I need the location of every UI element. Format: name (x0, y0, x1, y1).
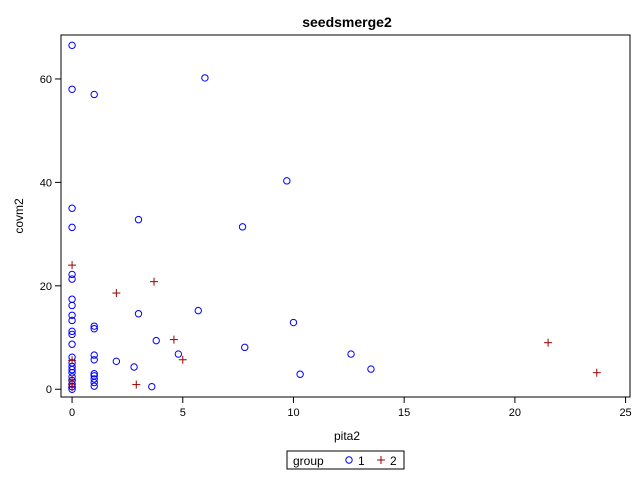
data-point-group-1 (134, 310, 143, 318)
data-point-group-1 (90, 322, 98, 330)
y-tick-label: 40 (40, 177, 52, 189)
data-point-group-1 (68, 301, 76, 310)
y-tick-label: 0 (46, 384, 52, 396)
data-point-group-1 (134, 215, 143, 224)
data-point-group-2 (544, 338, 553, 347)
data-point-group-1 (283, 177, 291, 185)
legend-marker-group-2 (377, 456, 385, 464)
data-point-group-1 (194, 306, 202, 315)
x-tick-label: 0 (69, 407, 75, 419)
data-point-group-2 (68, 383, 77, 392)
x-tick-label: 10 (287, 407, 299, 419)
x-tick-label: 5 (180, 407, 186, 419)
data-point-group-1 (90, 90, 98, 99)
data-point-group-2 (178, 355, 187, 364)
data-point-group-1 (367, 365, 375, 373)
data-point-group-1 (90, 325, 98, 333)
data-point-group-1 (112, 357, 121, 366)
data-point-group-1 (347, 350, 355, 358)
data-point-group-2 (169, 335, 178, 344)
data-point-group-1 (90, 378, 98, 387)
legend-box (286, 450, 405, 470)
data-point-group-1 (68, 330, 76, 339)
y-tick-label: 60 (40, 74, 52, 86)
legend-title: group (293, 454, 324, 468)
data-point-group-2 (592, 368, 601, 377)
chart-title: seedsmerge2 (302, 14, 392, 30)
data-point-group-1 (90, 382, 98, 390)
data-point-group-1 (68, 340, 76, 348)
x-tick-label: 15 (398, 407, 410, 419)
data-point-group-1 (68, 204, 76, 212)
y-tick-label: 20 (40, 281, 52, 293)
data-point-group-1 (241, 343, 249, 352)
data-point-group-1 (68, 327, 76, 336)
data-point-group-1 (201, 74, 209, 82)
data-point-group-1 (289, 318, 298, 327)
y-axis: 0 20 40 60 (40, 74, 61, 396)
x-tick-label: 20 (509, 407, 521, 419)
data-point-group-1 (68, 368, 76, 377)
data-point-group-2 (149, 277, 158, 286)
y-axis-label: covm2 (12, 198, 26, 234)
data-point-group-2 (68, 261, 77, 270)
data-point-group-2 (112, 289, 121, 298)
data-point-group-1 (68, 41, 76, 50)
x-axis-label: pita2 (334, 429, 360, 443)
data-point-group-2 (68, 356, 77, 365)
legend-label-group-2: 2 (390, 454, 397, 468)
data-point-group-1 (174, 350, 183, 358)
data-point-group-1 (90, 375, 98, 383)
data-point-group-1 (68, 275, 76, 283)
x-tick-label: 25 (619, 407, 631, 419)
data-point-group-1 (68, 223, 76, 232)
data-point-group-1 (296, 370, 304, 378)
data-point-group-1 (68, 311, 76, 319)
data-point-group-1 (148, 382, 156, 391)
legend-label-group-1: 1 (358, 454, 365, 468)
data-point-group-1 (238, 223, 247, 231)
data-point-group-1 (90, 351, 98, 359)
data-points (68, 41, 601, 393)
data-point-group-1 (68, 270, 76, 279)
data-point-group-1 (90, 370, 98, 378)
legend-marker-group-1 (345, 456, 353, 464)
data-point-group-1 (130, 363, 138, 371)
data-point-group-1 (68, 316, 76, 325)
data-point-group-1 (68, 365, 76, 374)
data-point-group-2 (132, 380, 141, 389)
plot-frame (60, 34, 631, 398)
data-point-group-1 (90, 356, 98, 364)
data-point-group-1 (68, 85, 76, 94)
x-axis: 0 5 10 15 20 25 (69, 397, 632, 419)
data-point-group-1 (152, 336, 160, 345)
